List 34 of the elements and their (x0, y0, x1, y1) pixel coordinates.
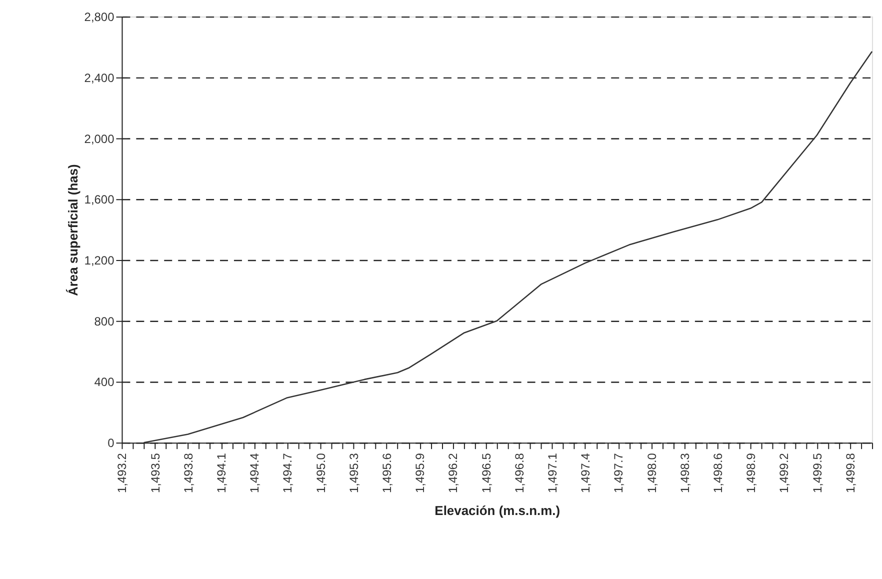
x-tick-label: 1,498.9 (744, 452, 758, 494)
x-tick-label: 1,494.4 (248, 452, 262, 494)
x-axis-title: Elevación (m.s.n.m.) (434, 502, 560, 518)
y-tick-label: 400 (94, 375, 115, 390)
x-tick-label: 1,497.1 (546, 452, 560, 494)
x-tick-label: 1,494.1 (214, 452, 229, 494)
y-axis-title: Área superficial (has) (65, 164, 80, 296)
x-tick-label: 1,496.2 (446, 452, 460, 494)
x-tick-label: 1,495.3 (346, 452, 361, 494)
x-tick-label: 1,493.2 (115, 452, 130, 494)
x-tick-label: 1,494.7 (280, 452, 295, 494)
y-tick-label: 2,800 (84, 10, 115, 24)
x-tick-label: 1,497.7 (612, 452, 626, 494)
x-tick-label: 1,495.6 (380, 452, 394, 494)
x-tick-label: 1,493.5 (148, 452, 162, 494)
x-tick-label: 1,495.0 (314, 452, 328, 494)
x-tick-label: 1,496.8 (512, 452, 526, 494)
y-tick-label: 1,600 (84, 192, 115, 207)
y-tick-label: 0 (108, 436, 115, 450)
x-tick-label: 1,498.3 (678, 452, 692, 494)
x-tick-label: 1,496.5 (479, 452, 494, 494)
x-tick-label: 1,499.2 (777, 452, 792, 494)
y-tick-label: 2,400 (84, 70, 115, 85)
x-tick-label: 1,499.5 (810, 452, 824, 494)
y-tick-label: 2,000 (84, 132, 115, 146)
x-tick-label: 1,493.8 (181, 452, 196, 494)
line-series (143, 50, 873, 444)
x-tick-label: 1,497.4 (578, 452, 593, 494)
x-tick-label: 1,495.9 (413, 452, 428, 494)
x-tick-label: 1,498.6 (711, 452, 726, 494)
y-tick-label: 800 (94, 314, 115, 328)
y-tick-label: 1,200 (84, 253, 115, 268)
x-tick-label: 1,498.0 (644, 452, 659, 494)
x-tick-label: 1,499.8 (843, 452, 858, 494)
